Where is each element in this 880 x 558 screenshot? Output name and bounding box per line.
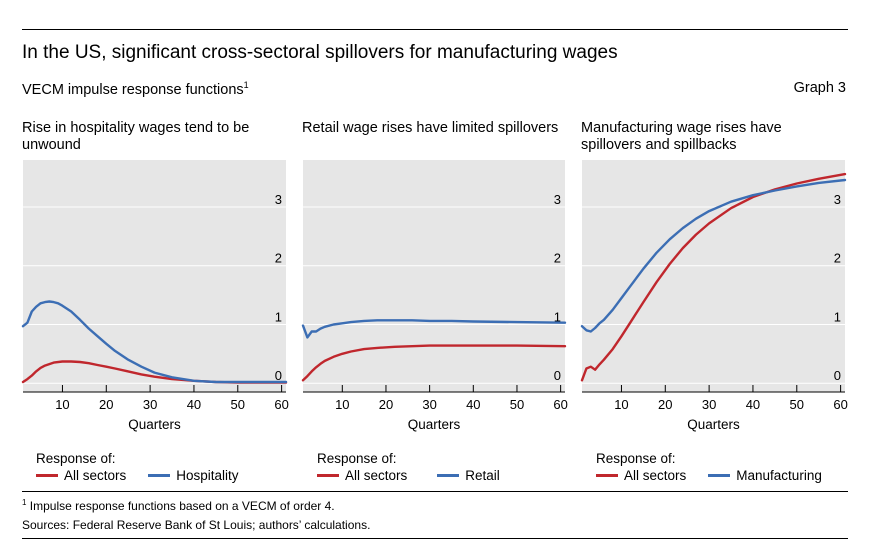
- y-tick-label: 0: [554, 368, 561, 383]
- footnote: 1 Impulse response functions based on a …: [22, 498, 335, 513]
- graph-subtitle: VECM impulse response functions1: [22, 80, 249, 98]
- x-tick-label: 20: [658, 397, 672, 412]
- legend-item-all-sectors: All sectors: [317, 468, 407, 483]
- top-rule: [22, 29, 848, 30]
- legend-title: Response of:: [317, 451, 397, 466]
- sources: Sources: Federal Reserve Bank of St Loui…: [22, 518, 371, 532]
- x-tick-label: 40: [746, 397, 760, 412]
- x-tick-label: 50: [510, 397, 524, 412]
- y-tick-label: 0: [834, 368, 841, 383]
- panel-1-legend: Response of: All sectors Hospitality: [36, 451, 261, 483]
- x-tick-label: 60: [274, 397, 288, 412]
- legend-label: Hospitality: [176, 468, 239, 483]
- subtitle-footnote-marker: 1: [243, 80, 249, 90]
- chart-panel-3: 10 20 30 40 50 60 0 1 2 3 Quarters: [580, 160, 848, 432]
- legend-label: Retail: [465, 468, 500, 483]
- plot-background: [303, 160, 565, 392]
- legend-label: Manufacturing: [736, 468, 822, 483]
- subtitle-text: VECM impulse response functions: [22, 81, 244, 98]
- x-tick-label: 10: [55, 397, 69, 412]
- y-tick-label: 1: [275, 309, 282, 324]
- legend-swatch-blue: [437, 473, 460, 477]
- legend-item-all-sectors: All sectors: [36, 468, 126, 483]
- legend-swatch-red: [36, 473, 58, 477]
- y-tick-label: 3: [275, 192, 282, 207]
- x-axis-label: Quarters: [687, 417, 740, 432]
- legend-title: Response of:: [36, 451, 116, 466]
- legend-swatch-red: [596, 473, 618, 477]
- chart-panel-2: 10 20 30 40 50 60 0 1 2 3 Quarters: [301, 160, 568, 432]
- y-tick-label: 2: [554, 251, 561, 266]
- page-title: In the US, significant cross-sectoral sp…: [22, 42, 618, 63]
- series-line-hospitality: [21, 300, 288, 384]
- plot-background: [582, 160, 845, 392]
- y-tick-label: 1: [554, 309, 561, 324]
- plot-background: [23, 160, 286, 392]
- y-tick-label: 3: [554, 192, 561, 207]
- legend-item-all-sectors: All sectors: [596, 468, 686, 483]
- y-tick-label: 0: [275, 368, 282, 383]
- x-tick-label: 30: [702, 397, 716, 412]
- legend-item-manufacturing: Manufacturing: [708, 468, 822, 483]
- legend-label: All sectors: [345, 468, 408, 483]
- legend-item-retail: Retail: [437, 468, 500, 483]
- x-tick-label: 20: [99, 397, 113, 412]
- x-tick-label: 10: [614, 397, 628, 412]
- x-tick-label: 50: [231, 397, 245, 412]
- panel-3-title: Manufacturing wage rises have spillovers…: [581, 120, 782, 153]
- legend-label: All sectors: [64, 468, 127, 483]
- footnote-marker: 1: [22, 498, 27, 507]
- x-axis-label: Quarters: [128, 417, 181, 432]
- bottom-rule: [22, 538, 848, 539]
- x-tick-label: 30: [143, 397, 157, 412]
- panel-2-title: Retail wage rises have limited spillover…: [302, 120, 559, 136]
- y-tick-label: 2: [275, 251, 282, 266]
- x-tick-label: 50: [790, 397, 804, 412]
- x-tick-label: 20: [379, 397, 393, 412]
- x-axis-label: Quarters: [408, 417, 461, 432]
- panel-2-legend: Response of: All sectors Retail: [317, 451, 522, 483]
- legend-swatch-blue: [708, 473, 731, 477]
- panel-3-legend: Response of: All sectors Manufacturing: [596, 451, 822, 483]
- panel-1-title: Rise in hospitality wages tend to be unw…: [22, 120, 250, 153]
- x-tick-label: 40: [187, 397, 201, 412]
- x-tick-label: 40: [466, 397, 480, 412]
- legend-swatch-red: [317, 473, 339, 477]
- graph-number: Graph 3: [793, 80, 846, 96]
- y-tick-label: 2: [834, 251, 841, 266]
- footnote-text: Impulse response functions based on a VE…: [29, 499, 335, 513]
- footer-rule: [22, 491, 848, 492]
- x-tick-label: 60: [553, 397, 567, 412]
- series-line-all-sectors: [301, 344, 567, 382]
- y-tick-label: 1: [834, 309, 841, 324]
- series-line-manufacturing: [580, 178, 847, 333]
- x-tick-label: 10: [335, 397, 349, 412]
- legend-label: All sectors: [624, 468, 687, 483]
- legend-title: Response of:: [596, 451, 676, 466]
- x-tick-label: 60: [833, 397, 847, 412]
- legend-swatch-blue: [148, 473, 171, 477]
- chart-panel-1: 10 20 30 40 50 60 0 1 2 3 Quarters: [21, 160, 289, 432]
- y-tick-label: 3: [834, 192, 841, 207]
- legend-item-hospitality: Hospitality: [148, 468, 239, 483]
- x-tick-label: 30: [422, 397, 436, 412]
- series-line-retail: [301, 319, 567, 339]
